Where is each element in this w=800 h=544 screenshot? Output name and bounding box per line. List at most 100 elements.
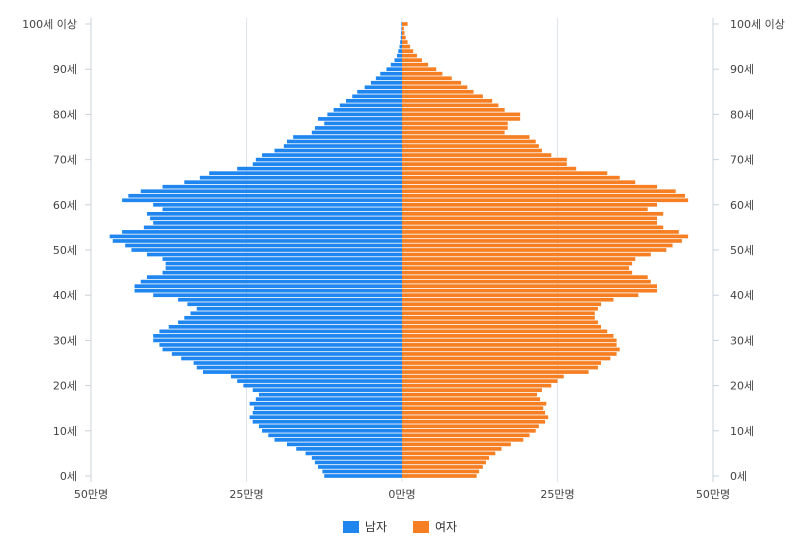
male-bar-69 <box>252 162 402 166</box>
male-bar-51 <box>125 243 403 248</box>
female-bar-36 <box>402 311 595 316</box>
male-bar-80 <box>327 112 402 117</box>
female-bar-90 <box>402 67 437 72</box>
y-tick-label-right-7: 70세 <box>730 154 754 167</box>
y-tick-label-right-6: 60세 <box>730 199 754 212</box>
male-bar-81 <box>333 108 402 112</box>
male-bar-8 <box>274 437 402 442</box>
female-bar-43 <box>402 279 651 284</box>
female-bar-29 <box>402 343 617 347</box>
y-tick-label-left-9: 90세 <box>53 63 77 76</box>
female-bar-17 <box>402 397 541 402</box>
female-bar-6 <box>402 447 502 451</box>
y-tick-label-left-5: 50세 <box>53 244 77 257</box>
female-bar-13 <box>402 415 549 420</box>
female-bar-61 <box>402 198 689 203</box>
legend-swatch-male <box>342 520 359 533</box>
legend-item-female[interactable]: 여자 <box>413 518 457 535</box>
male-bar-6 <box>296 447 402 451</box>
female-bar-56 <box>402 221 658 225</box>
male-bar-87 <box>370 80 402 85</box>
x-tick-label-3: 25만명 <box>540 488 574 501</box>
male-bar-55 <box>143 225 402 230</box>
female-bar-97 <box>402 35 406 40</box>
male-bar-92 <box>394 58 402 63</box>
male-bar-27 <box>171 352 402 356</box>
female-bar-2 <box>402 465 483 469</box>
y-tick-label-left-3: 30세 <box>53 334 77 347</box>
female-bar-100 <box>402 22 408 26</box>
female-bar-10 <box>402 428 536 433</box>
female-bar-25 <box>402 361 602 365</box>
female-bar-48 <box>402 257 636 261</box>
male-bar-32 <box>159 329 402 334</box>
male-bar-50 <box>131 248 402 252</box>
female-bar-40 <box>402 293 639 298</box>
female-bar-38 <box>402 302 602 307</box>
male-bar-60 <box>153 202 402 207</box>
male-bar-39 <box>178 297 402 302</box>
female-bar-63 <box>402 189 676 194</box>
legend-label-female: 여자 <box>435 520 458 534</box>
female-bar-81 <box>402 108 505 112</box>
male-bar-73 <box>283 144 402 148</box>
male-bar-63 <box>140 189 402 194</box>
y-tick-label-left-6: 60세 <box>53 199 77 212</box>
female-bar-46 <box>402 266 630 270</box>
male-bar-16 <box>249 401 402 406</box>
male-bar-20 <box>243 383 402 388</box>
y-tick-label-left-1: 10세 <box>53 425 77 438</box>
female-bar-28 <box>402 347 620 352</box>
male-bar-96 <box>400 40 402 44</box>
male-bar-34 <box>178 320 402 325</box>
male-bar-99 <box>401 26 402 31</box>
male-bar-2 <box>318 465 402 469</box>
male-bar-30 <box>153 338 402 343</box>
female-bar-32 <box>402 329 608 334</box>
female-bar-1 <box>402 469 480 474</box>
male-bar-13 <box>249 415 402 420</box>
male-bar-29 <box>159 343 402 347</box>
female-bar-33 <box>402 324 602 329</box>
male-bar-98 <box>401 31 402 35</box>
male-bar-61 <box>122 198 402 203</box>
female-bar-24 <box>402 365 598 370</box>
female-bar-3 <box>402 460 486 465</box>
male-bar-48 <box>162 257 402 261</box>
female-bar-70 <box>402 157 567 162</box>
male-bar-97 <box>400 35 402 40</box>
male-bar-67 <box>209 171 402 176</box>
legend-item-male[interactable]: 남자 <box>342 518 387 535</box>
female-bar-16 <box>402 401 547 406</box>
male-bar-77 <box>314 126 402 130</box>
x-tick-label-2: 0만명 <box>388 488 415 501</box>
male-bar-62 <box>128 193 402 198</box>
male-bar-74 <box>286 139 402 144</box>
female-bar-77 <box>402 126 508 130</box>
male-bar-0 <box>324 474 402 478</box>
male-bar-35 <box>184 315 402 320</box>
female-bar-31 <box>402 334 614 338</box>
female-bar-62 <box>402 193 686 198</box>
male-bar-26 <box>181 356 402 361</box>
male-bar-93 <box>397 53 402 58</box>
male-bar-9 <box>268 433 402 438</box>
y-tick-label-right-8: 80세 <box>730 108 754 121</box>
female-bar-60 <box>402 202 658 207</box>
female-bar-18 <box>402 392 537 397</box>
male-bar-90 <box>386 67 402 72</box>
female-bar-42 <box>402 284 658 289</box>
x-tick-label-4: 50만명 <box>696 488 730 501</box>
female-bar-96 <box>402 40 408 44</box>
y-tick-label-right-0: 0세 <box>730 470 747 483</box>
y-tick-label-left-4: 40세 <box>53 289 77 302</box>
female-bar-84 <box>402 94 483 99</box>
y-tick-label-left-8: 80세 <box>53 108 77 121</box>
female-bar-95 <box>402 44 411 49</box>
male-bar-64 <box>162 184 402 189</box>
male-bar-5 <box>305 451 402 456</box>
male-bar-86 <box>364 85 402 90</box>
female-bar-57 <box>402 216 658 221</box>
y-axis-right: 0세 10세 20세 30세 40세 50세 60세 70세 80세 90세 100세 이상 <box>712 18 785 483</box>
male-bar-36 <box>190 311 402 316</box>
